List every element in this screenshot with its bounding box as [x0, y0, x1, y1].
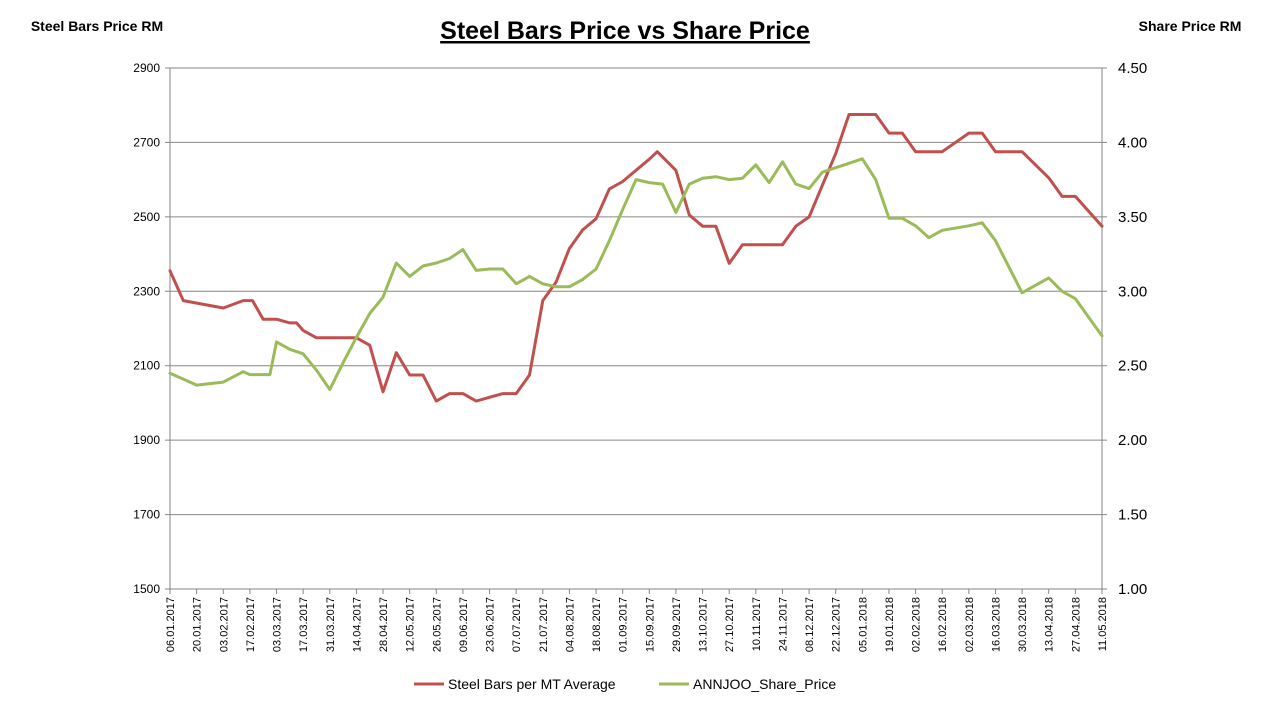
right-y-tick-label: 2.50 — [1118, 358, 1147, 375]
x-tick-label: 27.10.2017 — [724, 597, 736, 652]
left-y-tick-label: 2900 — [133, 61, 160, 75]
legend: Steel Bars per MT Average ANNJOO_Share_P… — [414, 676, 836, 692]
x-tick-label: 08.12.2017 — [804, 597, 816, 652]
series-line-steel-bars — [168, 113, 1104, 403]
x-tick-label: 23.06.2017 — [485, 597, 497, 652]
x-tick-label: 18.08.2017 — [591, 597, 603, 652]
right-y-tick-labels: 4.50 4.00 3.50 3.00 2.50 2.00 1.50 1.00 — [1118, 60, 1147, 598]
x-tick-label: 04.08.2017 — [564, 597, 576, 652]
series-line-share-price — [168, 157, 1104, 391]
right-y-tick-label: 4.50 — [1118, 60, 1147, 77]
x-tick-label: 01.09.2017 — [618, 597, 630, 652]
left-y-tick-label: 1500 — [133, 582, 160, 596]
x-tick-label: 20.01.2017 — [192, 597, 204, 652]
x-tick-label: 13.04.2018 — [1044, 597, 1056, 652]
x-tick-label: 31.03.2017 — [325, 597, 337, 652]
x-tick-label: 30.03.2018 — [1017, 597, 1029, 652]
x-tick-label: 17.02.2017 — [245, 597, 257, 652]
x-tick-label: 29.09.2017 — [671, 597, 683, 652]
x-tick-label: 10.11.2017 — [751, 597, 763, 651]
x-tick-label: 17.03.2017 — [298, 597, 310, 652]
left-y-tick-label: 2500 — [133, 210, 160, 224]
left-y-tick-label: 2300 — [133, 284, 160, 298]
series-lines — [168, 113, 1104, 403]
x-tick-label: 13.10.2017 — [698, 597, 710, 652]
x-tick-label: 16.03.2018 — [990, 597, 1002, 652]
x-tick-labels: 06.01.2017 20.01.2017 03.02.2017 17.02.2017… — [165, 597, 1109, 652]
left-y-tick-label: 1700 — [133, 508, 160, 522]
x-tick-label: 19.01.2018 — [884, 597, 896, 652]
x-tick-label: 11.05.2018 — [1097, 597, 1109, 651]
right-y-tick-label: 1.50 — [1118, 507, 1147, 524]
legend-label-steel-bars: Steel Bars per MT Average — [448, 676, 616, 692]
x-tick-label: 02.02.2018 — [911, 597, 923, 652]
left-y-tick-label: 2100 — [133, 359, 160, 373]
x-tick-label: 21.07.2017 — [538, 597, 550, 652]
legend-label-share-price: ANNJOO_Share_Price — [693, 676, 836, 692]
right-axis-title: Share Price RM — [1139, 18, 1242, 34]
right-y-tick-label: 3.00 — [1118, 283, 1147, 300]
left-axis-title: Steel Bars Price RM — [31, 18, 163, 34]
right-y-tick-label: 3.50 — [1118, 209, 1147, 226]
x-tick-label: 02.03.2018 — [964, 597, 976, 652]
x-tick-label: 03.03.2017 — [272, 597, 284, 652]
x-tick-label: 27.04.2018 — [1070, 597, 1082, 652]
chart-title: Steel Bars Price vs Share Price — [440, 17, 810, 45]
left-y-tick-label: 2700 — [133, 135, 160, 149]
x-tick-label: 07.07.2017 — [511, 597, 523, 652]
right-y-tick-label: 2.00 — [1118, 432, 1147, 449]
x-tick-label: 14.04.2017 — [351, 597, 363, 652]
x-tick-label: 28.04.2017 — [378, 597, 390, 652]
x-tick-label: 15.09.2017 — [644, 597, 656, 652]
x-tick-label: 06.01.2017 — [165, 597, 177, 652]
gridlines — [170, 67, 1102, 516]
x-tick-label: 26.05.2017 — [431, 597, 443, 652]
axes — [165, 67, 1107, 594]
x-tick-label: 03.02.2017 — [218, 597, 230, 652]
x-tick-label: 22.12.2017 — [831, 597, 843, 652]
left-y-tick-label: 1900 — [133, 433, 160, 447]
left-y-tick-labels: 2900 2700 2500 2300 2100 1900 1700 1500 — [133, 61, 160, 596]
x-tick-label: 12.05.2017 — [405, 597, 417, 652]
right-y-tick-label: 4.00 — [1118, 134, 1147, 151]
x-tick-label: 24.11.2017 — [777, 597, 789, 651]
x-tick-label: 05.01.2018 — [857, 597, 869, 652]
x-tick-label: 09.06.2017 — [458, 597, 470, 652]
right-y-tick-label: 1.00 — [1118, 581, 1147, 598]
x-tick-label: 16.02.2018 — [937, 597, 949, 652]
